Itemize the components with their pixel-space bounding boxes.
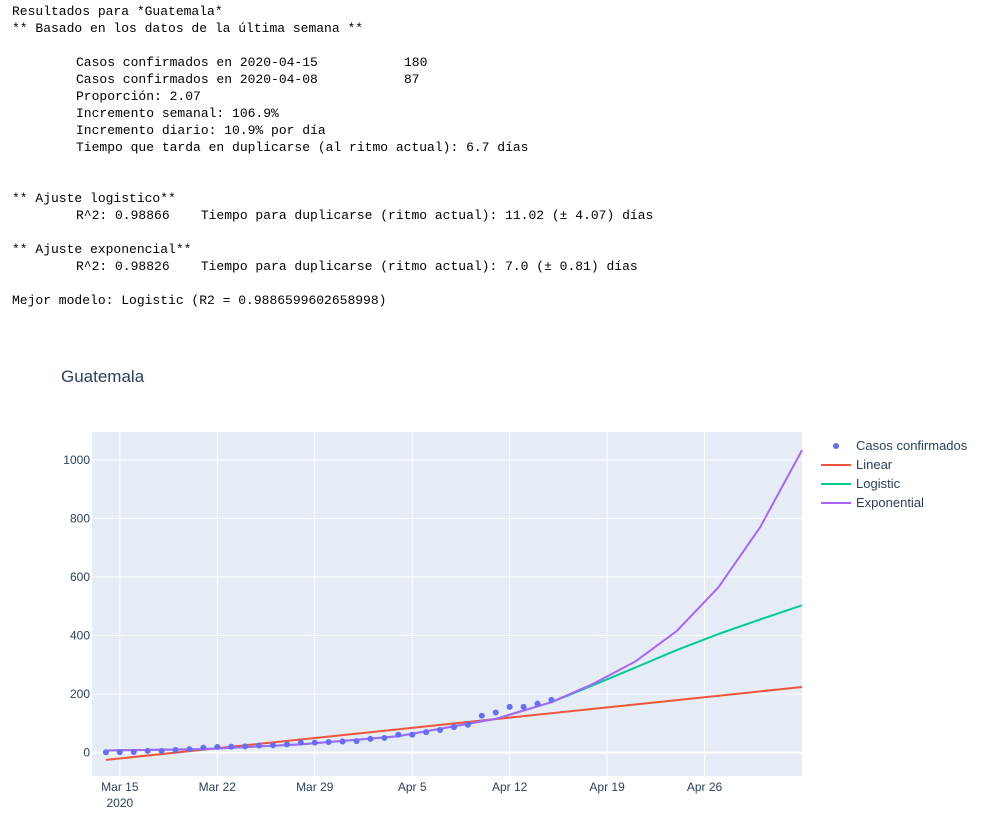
confirmed-point[interactable] [409, 731, 416, 738]
exponential-header: ** Ajuste exponencial** [12, 242, 192, 257]
legend-item-exponential[interactable]: Exponential [821, 495, 924, 510]
confirmed-point[interactable] [116, 749, 123, 756]
confirmed-point[interactable] [367, 735, 374, 742]
x-tick-label: Mar 29 [296, 780, 334, 794]
legend-item-casos-confirmados[interactable]: Casos confirmados [833, 438, 968, 453]
confirmed-point[interactable] [520, 703, 527, 710]
x-tick-sublabel: 2020 [106, 796, 133, 810]
confirmed-point[interactable] [200, 744, 207, 751]
daily-increase-text: Incremento diario: 10.9% por día [76, 123, 326, 138]
y-tick-label: 800 [70, 511, 90, 525]
report-subheader: ** Basado en los datos de la última sema… [12, 21, 364, 36]
report-header: Resultados para *Guatemala* [12, 4, 223, 19]
confirmed-point[interactable] [450, 724, 457, 731]
legend-label: Exponential [856, 495, 924, 510]
best-model-text: Mejor modelo: Logistic (R2 = 0.988659960… [12, 293, 387, 308]
confirmed-point[interactable] [478, 712, 485, 719]
chart-title: Guatemala [61, 367, 145, 386]
confirmed-point[interactable] [534, 700, 541, 707]
confirmed-point[interactable] [437, 727, 444, 734]
confirmed-point[interactable] [464, 721, 471, 728]
confirmed-prev-row: Casos confirmados en 2020-04-08 87 [12, 71, 653, 88]
confirmed-point[interactable] [297, 739, 304, 746]
confirmed-point[interactable] [325, 739, 332, 746]
confirmed-point[interactable] [395, 731, 402, 738]
confirmed-point[interactable] [158, 747, 165, 754]
legend-label: Linear [856, 457, 893, 472]
weekly-increase-text: Incremento semanal: 106.9% [76, 106, 279, 121]
legend-item-logistic[interactable]: Logistic [821, 476, 901, 491]
x-tick-label: Apr 5 [398, 780, 427, 794]
plot-background [92, 432, 802, 776]
confirmed-point[interactable] [423, 729, 430, 736]
confirmed-now-value: 180 [404, 55, 428, 70]
y-tick-label: 0 [83, 746, 90, 760]
confirmed-point[interactable] [144, 747, 151, 754]
x-tick-label: Apr 12 [492, 780, 528, 794]
doubling-time-text: Tiempo que tarda en duplicarse (al ritmo… [76, 140, 529, 155]
confirmed-point[interactable] [506, 703, 513, 710]
x-tick-label: Mar 15 [101, 780, 139, 794]
covid-chart: Guatemala Mar 15 2020 Mar 22 Mar 29 Apr 5 Apr… [61, 367, 968, 810]
legend[interactable]: Casos confirmados Linear Logistic Exponenti… [821, 438, 968, 510]
exponential-stats: R^2: 0.98826 Tiempo para duplicarse (rit… [76, 259, 638, 274]
confirmed-point[interactable] [214, 744, 221, 751]
confirmed-point[interactable] [492, 709, 499, 716]
confirmed-point[interactable] [256, 742, 263, 749]
legend-marker [833, 443, 839, 449]
logistic-stats: R^2: 0.98866 Tiempo para duplicarse (rit… [76, 208, 654, 223]
grid-lines [92, 432, 802, 776]
confirmed-point[interactable] [186, 746, 193, 753]
confirmed-point[interactable] [381, 734, 388, 741]
confirmed-point[interactable] [269, 742, 276, 749]
confirmed-prev-value: 87 [404, 72, 420, 87]
y-tick-label: 1000 [63, 453, 90, 467]
series-layer [102, 449, 803, 761]
confirmed-point[interactable] [548, 696, 555, 703]
x-axis-ticks: Mar 15 2020 Mar 22 Mar 29 Apr 5 Apr 12 Apr 19 A… [101, 780, 722, 810]
legend-item-linear[interactable]: Linear [821, 457, 893, 472]
confirmed-point[interactable] [283, 741, 290, 748]
legend-label: Logistic [856, 476, 901, 491]
confirmed-point[interactable] [130, 748, 137, 755]
confirmed-point[interactable] [102, 749, 109, 756]
confirmed-point[interactable] [242, 743, 249, 750]
x-tick-label: Mar 22 [199, 780, 237, 794]
results-report: Resultados para *Guatemala* ** Basado en … [12, 3, 653, 309]
y-tick-label: 600 [70, 570, 90, 584]
confirmed-now-row: Casos confirmados en 2020-04-15 180 [12, 54, 653, 71]
y-tick-label: 400 [70, 628, 90, 642]
confirmed-point[interactable] [228, 743, 235, 750]
x-tick-label: Apr 26 [687, 780, 723, 794]
confirmed-point[interactable] [353, 738, 360, 745]
x-tick-label: Apr 19 [589, 780, 625, 794]
confirmed-now-label: Casos confirmados en 2020-04-15 [76, 55, 318, 70]
confirmed-point[interactable] [339, 738, 346, 745]
ratio-text: Proporción: 2.07 [76, 89, 201, 104]
logistic-header: ** Ajuste logistico** [12, 191, 176, 206]
confirmed-prev-label: Casos confirmados en 2020-04-08 [76, 72, 318, 87]
y-tick-label: 200 [70, 687, 90, 701]
confirmed-point[interactable] [172, 746, 179, 753]
y-axis-ticks: 0 200 400 600 800 1000 [63, 453, 90, 760]
legend-label: Casos confirmados [856, 438, 968, 453]
confirmed-point[interactable] [311, 739, 318, 746]
